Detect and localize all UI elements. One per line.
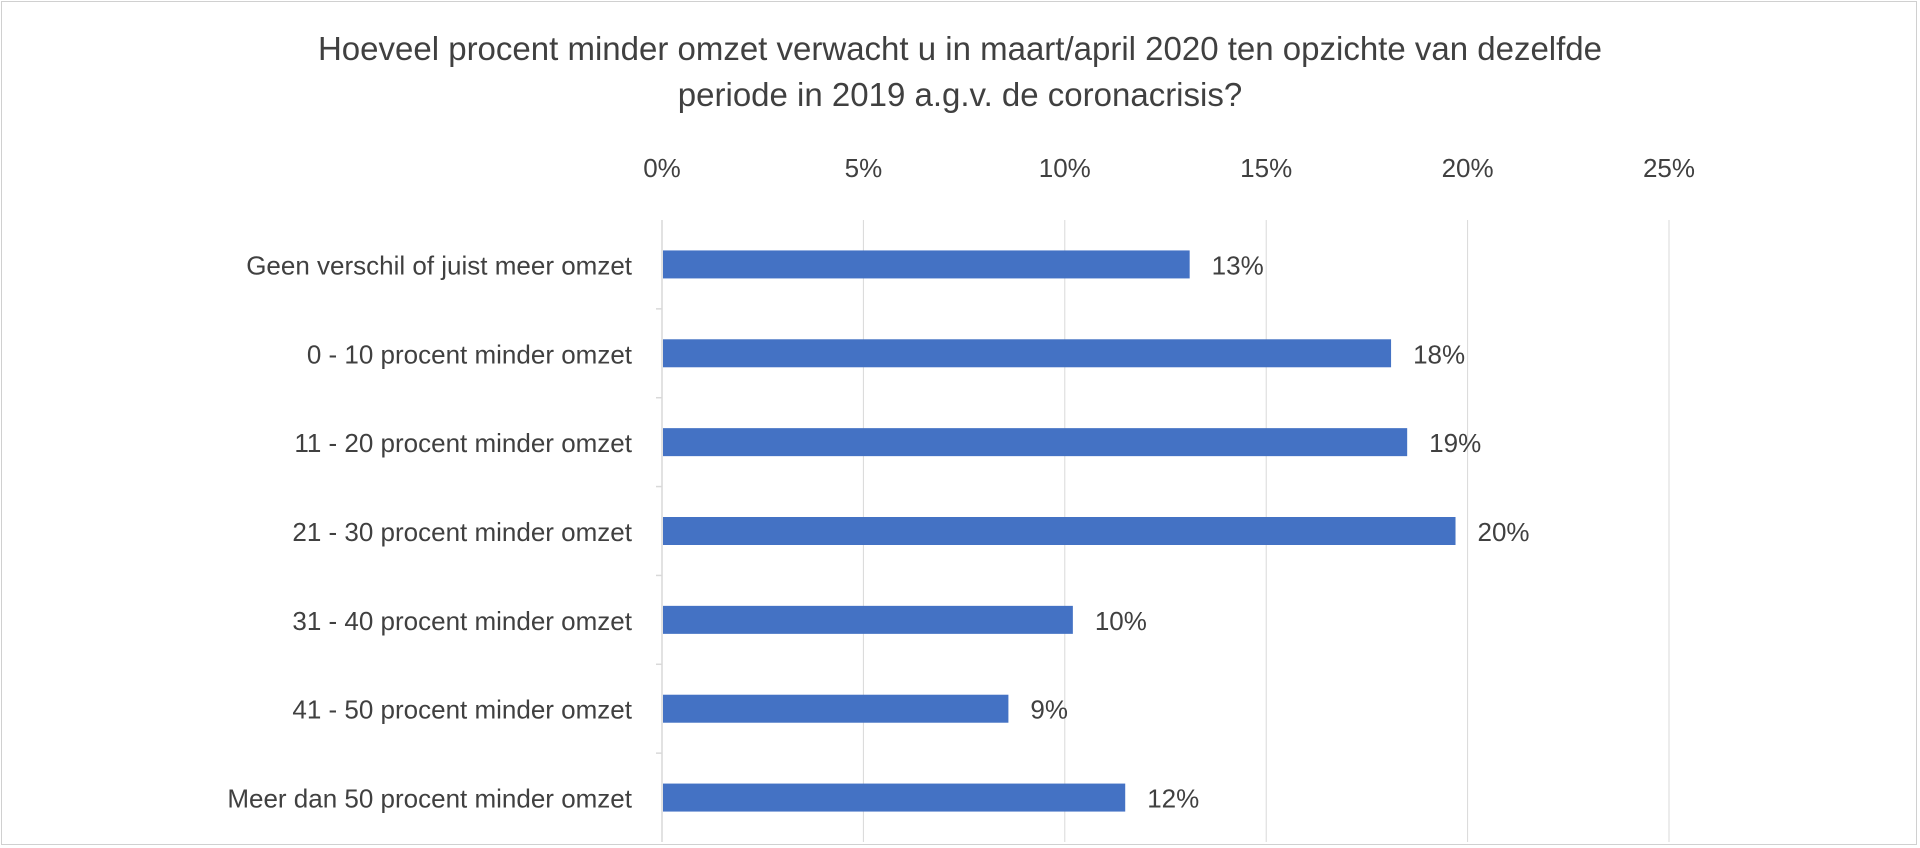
x-tick-label: 25% (1643, 153, 1695, 183)
category-label: 0 - 10 procent minder omzet (307, 339, 633, 369)
x-tick-label: 5% (845, 153, 883, 183)
data-label: 13% (1212, 250, 1264, 280)
data-label: 9% (1030, 695, 1068, 725)
bar (663, 339, 1392, 368)
bar (663, 250, 1190, 279)
data-label: 12% (1147, 784, 1199, 814)
category-label: 21 - 30 procent minder omzet (292, 517, 632, 547)
bar (663, 783, 1126, 812)
bar (663, 605, 1073, 634)
data-label: 19% (1429, 428, 1481, 458)
x-tick-label: 15% (1240, 153, 1292, 183)
x-tick-label: 20% (1442, 153, 1494, 183)
x-tick-label: 10% (1039, 153, 1091, 183)
bar (663, 428, 1408, 457)
category-label: Geen verschil of juist meer omzet (246, 250, 633, 280)
category-label: 11 - 20 procent minder omzet (294, 428, 632, 458)
data-label: 18% (1413, 339, 1465, 369)
x-tick-label: 0% (643, 153, 681, 183)
bar (663, 694, 1009, 723)
category-label: Meer dan 50 procent minder omzet (227, 784, 632, 814)
category-label: 31 - 40 procent minder omzet (292, 606, 632, 636)
data-label: 20% (1478, 517, 1530, 547)
chart-title: Hoeveel procent minder omzet verwacht u … (317, 30, 1603, 113)
bar (663, 517, 1456, 545)
data-label: 10% (1095, 606, 1147, 636)
category-label: 41 - 50 procent minder omzet (292, 695, 632, 725)
